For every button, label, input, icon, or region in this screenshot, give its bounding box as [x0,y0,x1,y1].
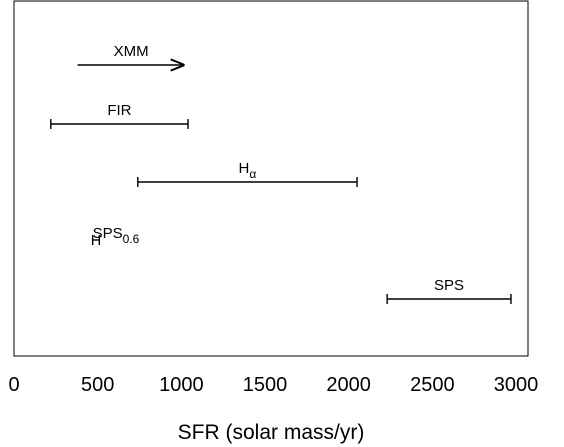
x-tick-label: 1500 [243,374,288,396]
range-label: FIR [107,102,131,119]
range-label: SPS0.6 [93,225,140,246]
range-0: XMM [77,43,185,65]
range-marks: XMM FIR Hα SPS0.6 SPS [50,43,512,304]
plot-frame [13,0,529,357]
x-tick-label: 0 [8,374,19,396]
x-tick-label: 2500 [410,374,455,396]
range-label: SPS [434,277,464,294]
x-tick-label: 2000 [326,374,371,396]
x-tick-label: 3000 [494,374,539,396]
x-axis-ticks: 0 500 1000 1500 2000 2500 3000 [8,374,538,396]
x-tick-label: 500 [81,374,114,396]
x-tick-label: 1000 [159,374,204,396]
range-label: Hα [239,160,257,181]
range-4: SPS [386,277,512,304]
range-3: SPS0.6 [91,225,140,246]
range-label: XMM [114,43,149,60]
range-2: Hα [137,160,358,187]
range-1: FIR [50,102,189,129]
x-axis-label: SFR (solar mass/yr) [178,421,365,444]
